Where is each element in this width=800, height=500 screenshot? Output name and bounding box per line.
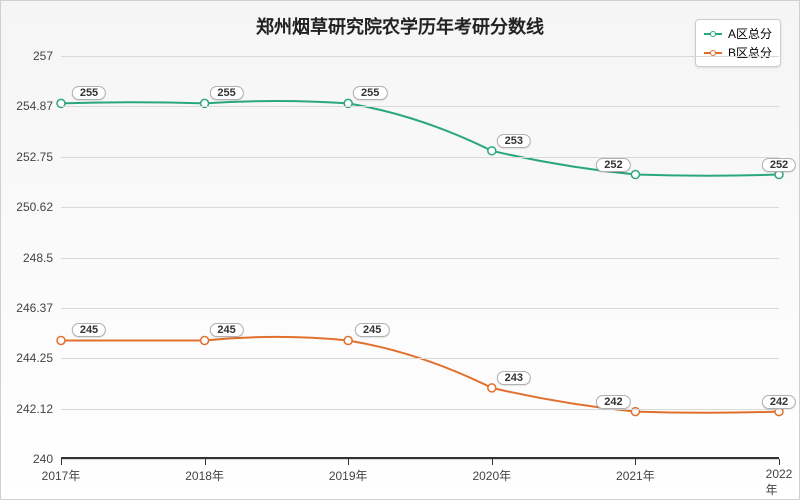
legend-line-icon [704,52,722,54]
plot-area: 240242.12244.25246.37248.5250.62252.7525… [61,56,779,459]
x-tick-mark [61,459,62,465]
gridline-h [61,157,779,158]
data-label: 245 [209,323,243,337]
y-tick-label: 244.25 [16,351,53,365]
data-label: 242 [762,395,796,409]
series-marker [488,384,496,392]
y-tick-label: 254.87 [16,99,53,113]
y-tick-label: 248.5 [23,251,53,265]
x-tick-mark [205,459,206,465]
gridline-h [61,258,779,259]
y-tick-label: 257 [33,49,53,63]
x-tick-mark [779,459,780,465]
x-tick-label: 2018年 [185,467,224,484]
x-tick-label: 2017年 [42,467,81,484]
gridline-h [61,459,779,460]
series-marker [488,147,496,155]
legend-line-icon [704,33,722,35]
y-tick-label: 242.12 [16,402,53,416]
series-line [61,337,779,413]
chart-container: 郑州烟草研究院农学历年考研分数线 A区总分B区总分 240242.12244.2… [0,0,800,500]
legend-label: A区总分 [728,25,772,42]
gridline-h [61,358,779,359]
gridline-h [61,409,779,410]
data-label: 242 [596,395,630,409]
legend-marker-icon [710,31,716,37]
x-tick-label: 2022年 [766,467,793,498]
gridline-h [61,308,779,309]
legend-item: A区总分 [704,24,772,43]
gridline-h [61,56,779,57]
data-label: 245 [355,323,389,337]
x-tick-label: 2020年 [472,467,511,484]
data-label: 255 [209,86,243,100]
x-tick-mark [492,459,493,465]
chart-title: 郑州烟草研究院农学历年考研分数线 [1,1,799,39]
x-tick-mark [635,459,636,465]
series-line [61,101,779,176]
data-label: 243 [497,371,531,385]
x-tick-label: 2019年 [329,467,368,484]
legend-marker-icon [710,50,716,56]
x-tick-label: 2021年 [616,467,655,484]
series-marker [344,336,352,344]
data-label: 255 [353,86,387,100]
series-marker [775,171,783,179]
data-label: 245 [72,323,106,337]
data-label: 253 [497,134,531,148]
series-marker [57,336,65,344]
data-label: 252 [762,158,796,172]
gridline-h [61,207,779,208]
data-label: 252 [596,158,630,172]
y-tick-label: 252.75 [16,150,53,164]
data-label: 255 [72,86,106,100]
gridline-h [61,106,779,107]
y-tick-label: 250.62 [16,200,53,214]
y-tick-label: 240 [33,452,53,466]
y-tick-label: 246.37 [16,301,53,315]
x-tick-mark [348,459,349,465]
series-marker [631,171,639,179]
series-marker [201,336,209,344]
